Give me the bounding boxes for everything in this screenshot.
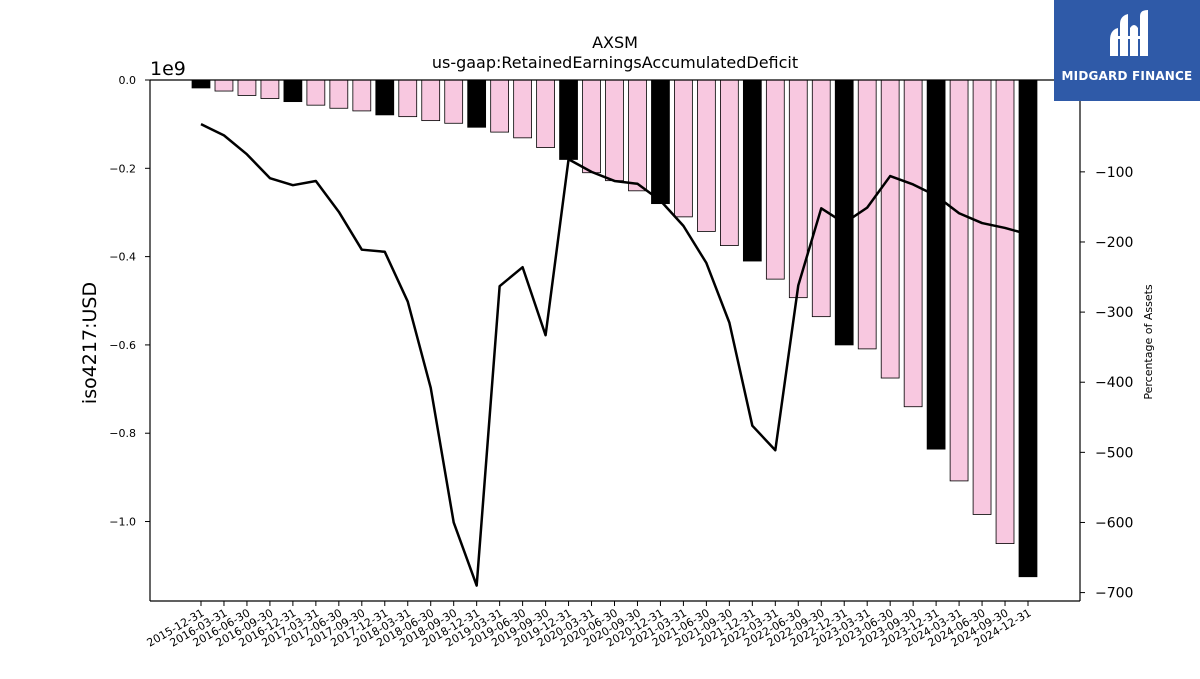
- bar: [283, 79, 303, 103]
- bar: [306, 79, 326, 106]
- y2-tick-label: −300: [1095, 305, 1133, 321]
- axes-layer: [149, 79, 1081, 602]
- bar: [421, 79, 441, 122]
- chart-title: AXSM: [592, 33, 638, 52]
- bar: [674, 79, 693, 218]
- y-tick-label: −0.4: [109, 251, 136, 264]
- logo-text: MIDGARD FINANCE: [1061, 69, 1193, 83]
- y2-tick-label: −500: [1095, 445, 1133, 461]
- y2-axis-label: Percentage of Assets: [1142, 284, 1155, 400]
- y2-tick-label: −600: [1095, 515, 1133, 531]
- y-tick-label: −0.6: [109, 339, 136, 352]
- bar: [536, 79, 555, 148]
- bar: [237, 79, 257, 96]
- bar: [513, 79, 532, 139]
- y2-tick-label: −400: [1095, 375, 1133, 391]
- y-tick-label: −0.2: [109, 162, 136, 175]
- ticks-layer: 0.0 −0.2 −0.4 −0.6 −0.8 −1.0 −100 −200 −300 −400 −…: [109, 74, 1133, 650]
- bar: [995, 79, 1015, 545]
- bar: [651, 79, 670, 205]
- bar: [582, 79, 601, 174]
- bar: [490, 79, 509, 133]
- bar: [375, 79, 395, 116]
- y-tick-label: −0.8: [109, 427, 136, 440]
- chart-subtitle: us-gaap:RetainedEarningsAccumulatedDefic…: [432, 53, 798, 72]
- bar: [880, 79, 900, 379]
- bar: [352, 79, 372, 112]
- y-tick-label: 0.0: [119, 74, 137, 87]
- bar: [329, 79, 349, 109]
- bar: [398, 79, 418, 118]
- bar: [765, 79, 785, 280]
- bar: [811, 79, 831, 318]
- bar: [214, 79, 234, 92]
- series-line: [200, 123, 1029, 587]
- bar: [559, 79, 578, 160]
- bar: [191, 79, 211, 89]
- y-offset-label: 1e9: [150, 58, 186, 80]
- bar: [720, 79, 739, 246]
- bar: [903, 79, 923, 408]
- logo-mark-icon: [1110, 10, 1148, 56]
- bar: [834, 79, 854, 346]
- y-tick-label: −1.0: [109, 516, 136, 529]
- y2-tick-label: −200: [1095, 235, 1133, 251]
- bar: [260, 79, 280, 99]
- bar: [926, 79, 946, 450]
- bar: [857, 79, 877, 350]
- bar: [697, 79, 716, 232]
- y2-tick-label: −700: [1095, 586, 1133, 602]
- bar: [444, 79, 464, 124]
- y-axis-label: iso4217:USD: [79, 282, 101, 404]
- bar: [467, 79, 487, 128]
- bar: [628, 79, 647, 192]
- bar: [949, 79, 969, 482]
- y2-tick-label: −100: [1095, 165, 1133, 181]
- line-layer: [200, 123, 1029, 587]
- bar: [1018, 79, 1038, 578]
- bar: [605, 79, 624, 182]
- bars-layer: [191, 79, 1038, 578]
- midgard-finance-logo: MIDGARD FINANCE: [1054, 0, 1200, 101]
- bar: [972, 79, 992, 515]
- bar: [742, 79, 762, 262]
